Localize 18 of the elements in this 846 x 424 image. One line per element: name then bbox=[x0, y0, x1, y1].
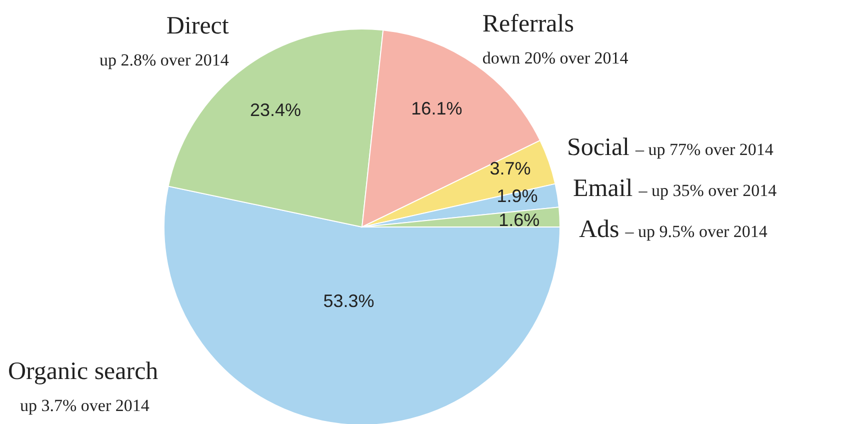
text: down 20% over 2014 bbox=[482, 48, 628, 68]
text: – up 77% over 2014 bbox=[636, 140, 774, 159]
slice-label: Organic search bbox=[8, 358, 159, 385]
slice-label: Direct bbox=[166, 12, 229, 40]
data-label: 1.6% bbox=[498, 210, 540, 230]
text: – up 9.5% over 2014 bbox=[625, 222, 768, 241]
data-label: 16.1% bbox=[411, 98, 462, 119]
slice-label: Referrals bbox=[482, 10, 574, 38]
slice-label: Email bbox=[573, 175, 633, 202]
text: up 3.7% over 2014 bbox=[20, 396, 150, 415]
text: up 2.8% over 2014 bbox=[99, 50, 229, 70]
data-label: 3.7% bbox=[490, 158, 531, 178]
slice-label: Ads bbox=[579, 216, 620, 243]
slice-label: Social bbox=[567, 134, 630, 161]
data-label: 1.9% bbox=[496, 186, 538, 206]
data-label: 53.3% bbox=[323, 290, 374, 311]
text: – up 35% over 2014 bbox=[638, 181, 777, 200]
data-label: 23.4% bbox=[250, 100, 302, 120]
